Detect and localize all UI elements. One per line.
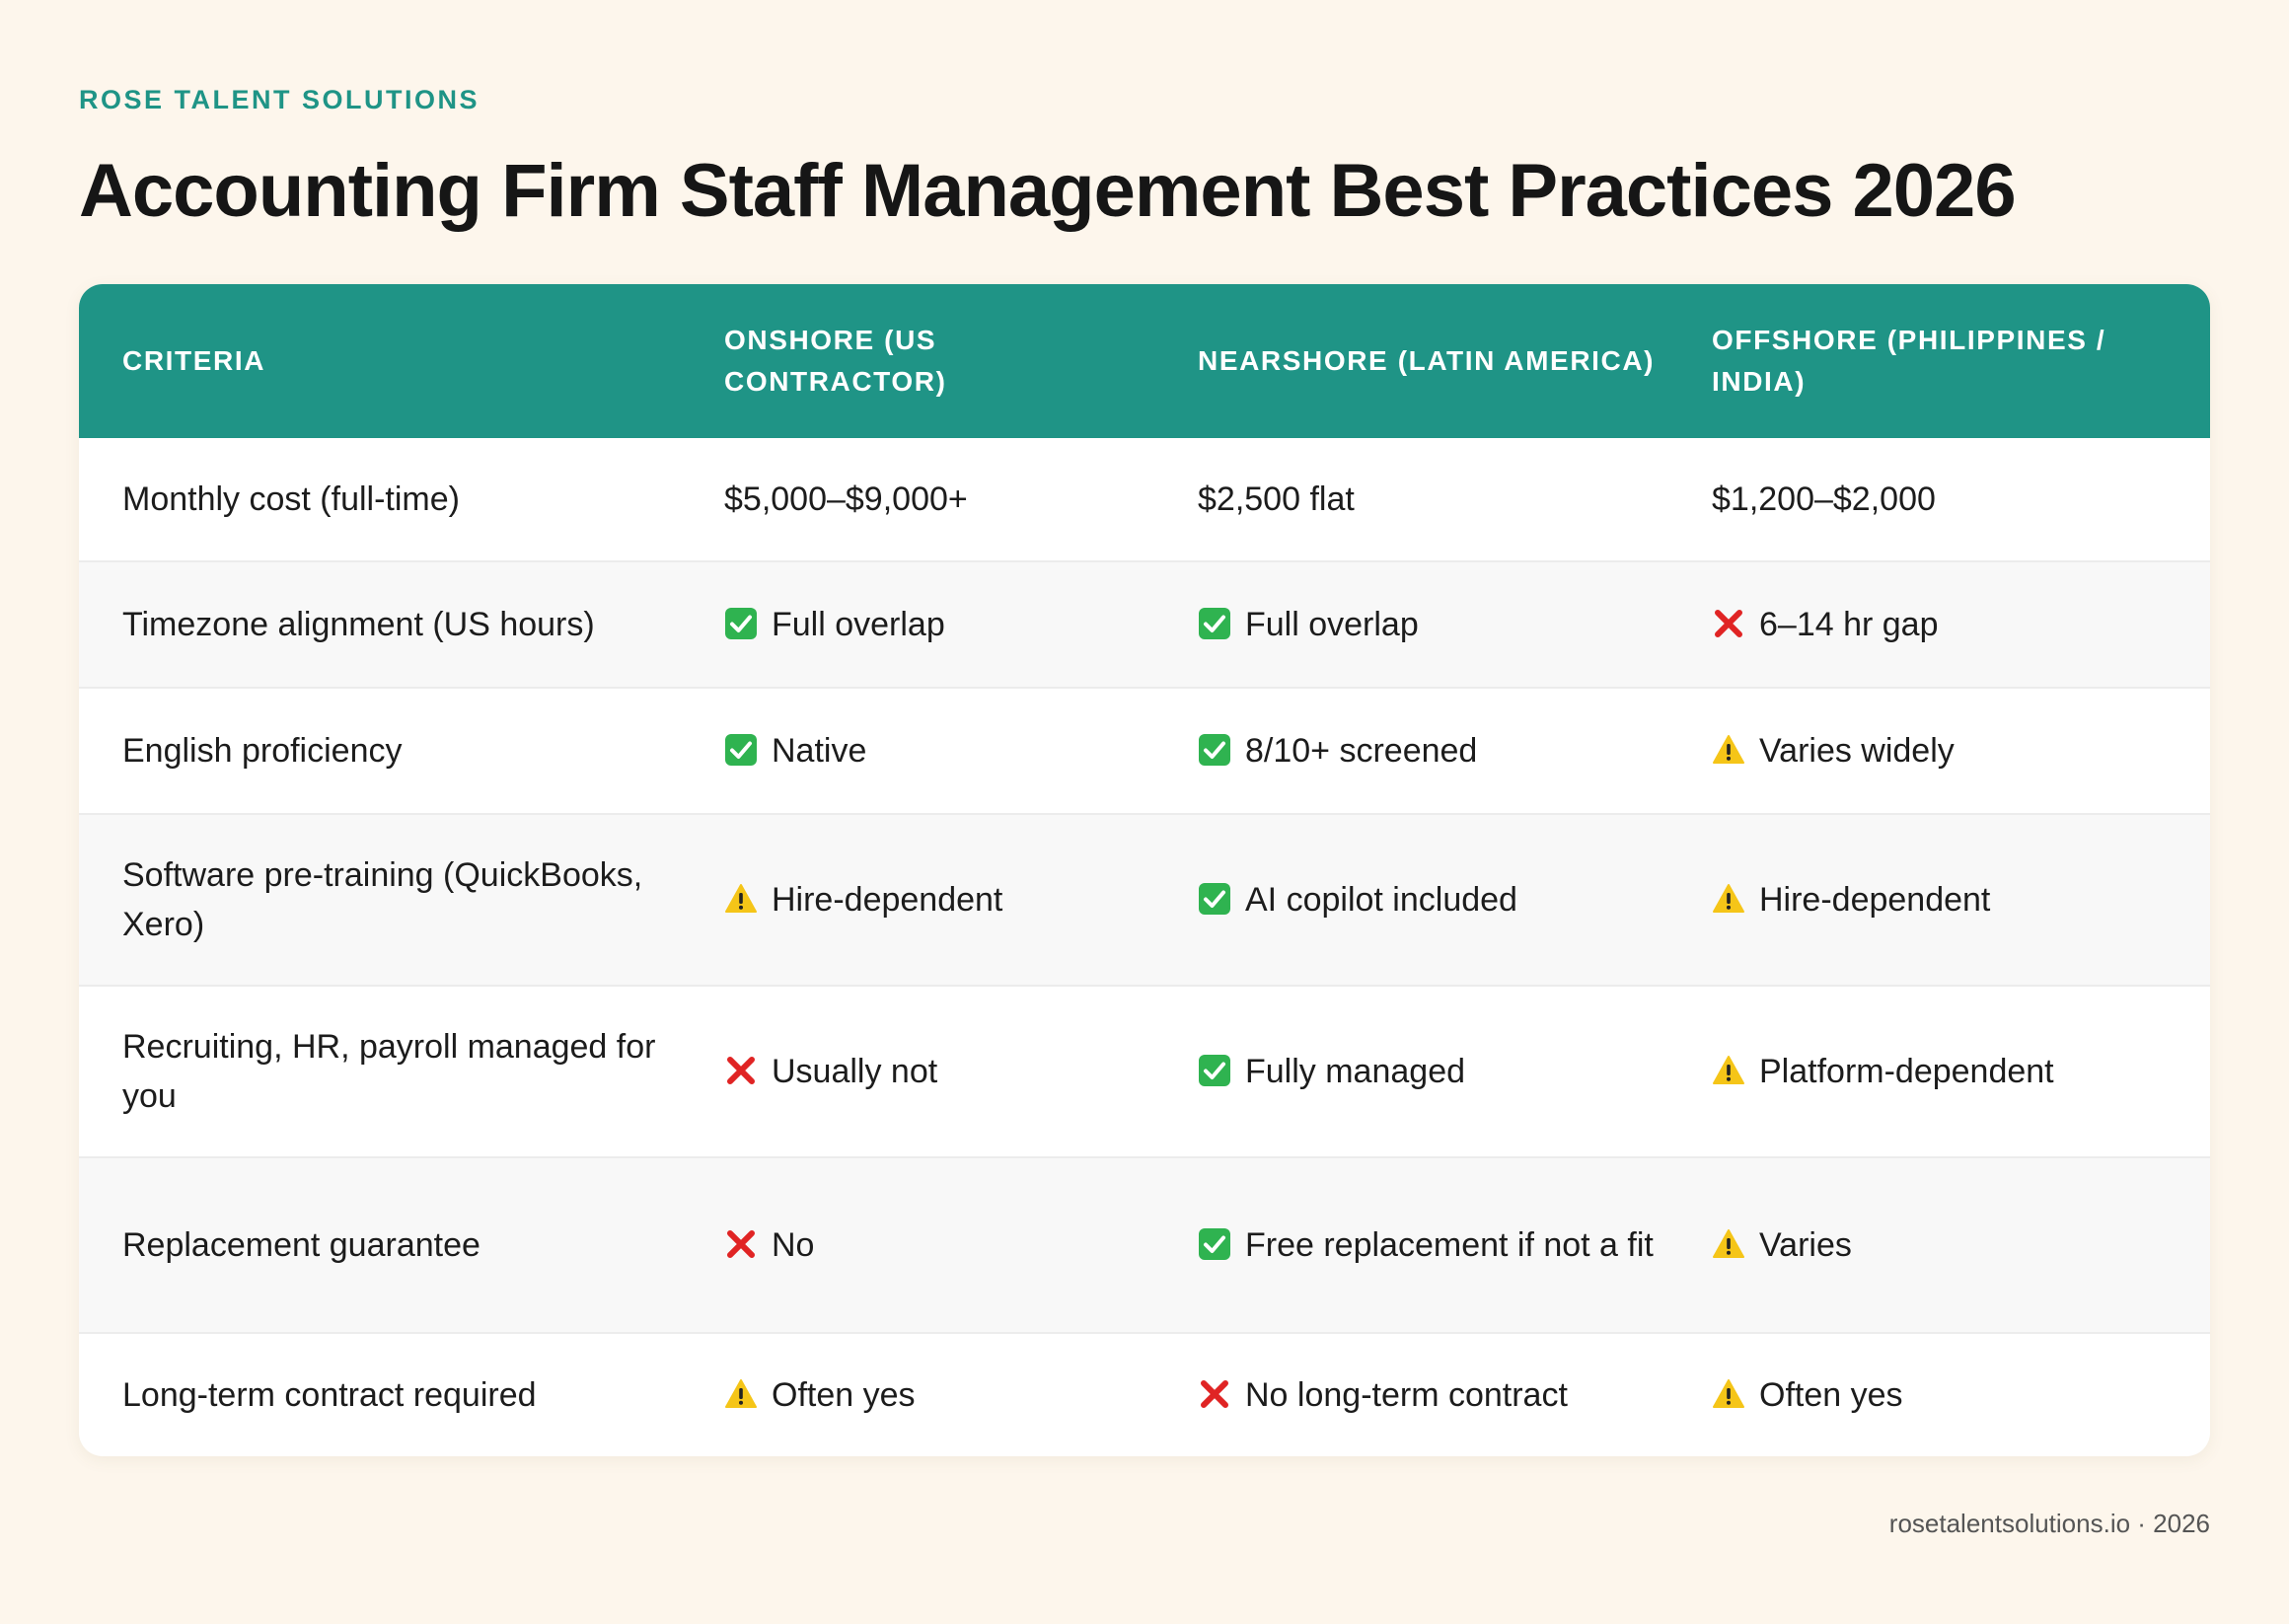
table-row: English proficiency Native 8/10+ screene… — [79, 689, 2210, 815]
warning-icon — [724, 882, 758, 916]
nearshore-cell: Full overlap — [1198, 600, 1712, 649]
criteria-label: Monthly cost (full-time) — [122, 480, 460, 518]
header-offshore: OFFSHORE (PHILIPPINES / INDIA) — [1712, 325, 2106, 397]
table-header-row: CRITERIA ONSHORE (US CONTRACTOR) NEARSHO… — [79, 284, 2210, 438]
cross-icon — [1712, 607, 1745, 640]
offshore-cell: $1,200–$2,000 — [1712, 475, 2210, 524]
table-row: Long-term contract required Often yes No… — [79, 1334, 2210, 1456]
check-icon — [724, 733, 758, 767]
nearshore-cell: $2,500 flat — [1198, 475, 1712, 524]
page-title: Accounting Firm Staff Management Best Pr… — [79, 149, 2017, 233]
onshore-cell: Hire-dependent — [724, 875, 1198, 924]
cell-text: $2,500 flat — [1198, 480, 1355, 518]
criteria-label: Replacement guarantee — [122, 1226, 480, 1264]
cross-icon — [724, 1054, 758, 1087]
cell-text: Fully managed — [1245, 1053, 1466, 1090]
footer-credit: rosetalentsolutions.io · 2026 — [1888, 1509, 2210, 1538]
nearshore-cell: 8/10+ screened — [1198, 726, 1712, 775]
cell-text: Usually not — [772, 1053, 938, 1090]
check-icon — [724, 607, 758, 640]
header-onshore: ONSHORE (US CONTRACTOR) — [724, 325, 947, 397]
warning-icon — [1712, 1227, 1745, 1261]
cell-text: Platform-dependent — [1759, 1053, 2054, 1090]
cell-text: Native — [772, 732, 867, 770]
criteria-label: English proficiency — [122, 732, 403, 770]
criteria-cell: Timezone alignment (US hours) — [79, 600, 724, 649]
criteria-cell: English proficiency — [79, 726, 724, 775]
onshore-cell: Usually not — [724, 1047, 1198, 1096]
criteria-label: Timezone alignment (US hours) — [122, 606, 595, 643]
cell-text: Hire-dependent — [1759, 881, 1991, 919]
criteria-label: Recruiting, HR, payroll managed for you — [122, 1028, 656, 1115]
cross-icon — [1198, 1377, 1231, 1411]
offshore-cell: Hire-dependent — [1712, 875, 2210, 924]
check-icon — [1198, 733, 1231, 767]
check-icon — [1198, 1227, 1231, 1261]
onshore-cell: $5,000–$9,000+ — [724, 475, 1198, 524]
nearshore-cell: Free replacement if not a fit — [1198, 1220, 1712, 1270]
warning-icon — [1712, 882, 1745, 916]
offshore-cell: Varies widely — [1712, 726, 2210, 775]
warning-icon — [1712, 1054, 1745, 1087]
header-nearshore: NEARSHORE (LATIN AMERICA) — [1198, 345, 1656, 376]
cell-text: Varies — [1759, 1226, 1852, 1264]
table-row: Recruiting, HR, payroll managed for you … — [79, 987, 2210, 1158]
criteria-cell: Monthly cost (full-time) — [79, 475, 724, 524]
cell-text: 6–14 hr gap — [1759, 606, 1939, 643]
header-criteria: CRITERIA — [122, 345, 266, 376]
criteria-cell: Long-term contract required — [79, 1370, 724, 1420]
table-row: Replacement guarantee No Free replacemen… — [79, 1158, 2210, 1334]
check-icon — [1198, 1054, 1231, 1087]
nearshore-cell: No long-term contract — [1198, 1370, 1712, 1420]
cross-icon — [724, 1227, 758, 1261]
cell-text: Full overlap — [772, 606, 945, 643]
warning-icon — [1712, 1377, 1745, 1411]
cell-text: Often yes — [1759, 1376, 1903, 1414]
criteria-label: Software pre-training (QuickBooks, Xero) — [122, 856, 643, 943]
warning-icon — [724, 1377, 758, 1411]
cell-text: $1,200–$2,000 — [1712, 480, 1936, 518]
cell-text: No — [772, 1226, 815, 1264]
cell-text: Free replacement if not a fit — [1245, 1226, 1654, 1264]
criteria-cell: Recruiting, HR, payroll managed for you — [79, 1022, 724, 1121]
onshore-cell: Often yes — [724, 1370, 1198, 1420]
nearshore-cell: Fully managed — [1198, 1047, 1712, 1096]
offshore-cell: Often yes — [1712, 1370, 2210, 1420]
onshore-cell: Native — [724, 726, 1198, 775]
onshore-cell: Full overlap — [724, 600, 1198, 649]
cell-text: 8/10+ screened — [1245, 732, 1478, 770]
criteria-cell: Replacement guarantee — [79, 1220, 724, 1270]
criteria-label: Long-term contract required — [122, 1376, 537, 1414]
table-row: Monthly cost (full-time) $5,000–$9,000+ … — [79, 438, 2210, 562]
table-row: Software pre-training (QuickBooks, Xero)… — [79, 815, 2210, 987]
cell-text: No long-term contract — [1245, 1376, 1568, 1414]
comparison-table: CRITERIA ONSHORE (US CONTRACTOR) NEARSHO… — [79, 284, 2210, 1456]
offshore-cell: Varies — [1712, 1220, 2210, 1270]
check-icon — [1198, 882, 1231, 916]
onshore-cell: No — [724, 1220, 1198, 1270]
cell-text: AI copilot included — [1245, 881, 1517, 919]
offshore-cell: 6–14 hr gap — [1712, 600, 2210, 649]
cell-text: Often yes — [772, 1376, 916, 1414]
cell-text: Hire-dependent — [772, 881, 1003, 919]
cell-text: $5,000–$9,000+ — [724, 480, 968, 518]
warning-icon — [1712, 733, 1745, 767]
criteria-cell: Software pre-training (QuickBooks, Xero) — [79, 850, 724, 949]
check-icon — [1198, 607, 1231, 640]
brand-label: ROSE TALENT SOLUTIONS — [79, 85, 480, 114]
offshore-cell: Platform-dependent — [1712, 1047, 2210, 1096]
cell-text: Full overlap — [1245, 606, 1419, 643]
table-row: Timezone alignment (US hours) Full overl… — [79, 562, 2210, 689]
cell-text: Varies widely — [1759, 732, 1955, 770]
nearshore-cell: AI copilot included — [1198, 875, 1712, 924]
